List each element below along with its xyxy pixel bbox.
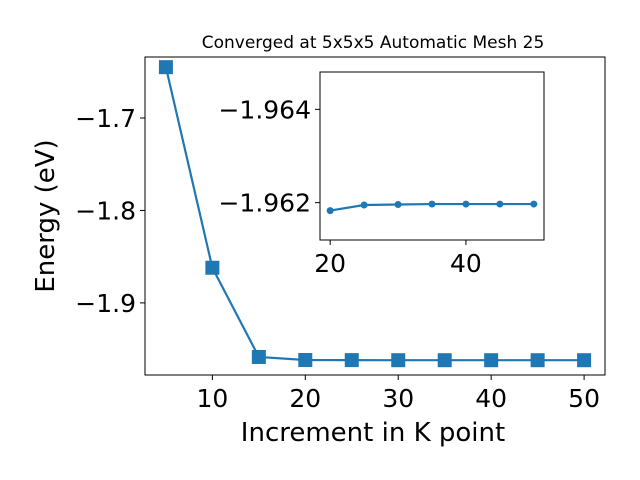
inset-data-point	[530, 200, 538, 208]
inset-frame	[319, 71, 545, 241]
inset-data-point	[462, 200, 470, 208]
main-series-line	[164, 66, 585, 362]
chart-title: Converged at 5x5x5 Automatic Mesh 25	[202, 33, 545, 53]
inset-data-point	[360, 201, 368, 209]
main-data-point	[205, 260, 220, 275]
y-axis-label: Energy (eV)	[31, 139, 61, 292]
inset-x-tick-label: 20	[314, 249, 346, 278]
x-axis-label: Increment in K point	[241, 418, 505, 448]
inset-data-point	[326, 207, 334, 215]
inset-data-point	[496, 200, 504, 208]
inset-data-point	[394, 201, 402, 209]
main-y-tick-label: −1.8	[75, 196, 136, 225]
main-data-point	[391, 353, 406, 368]
main-y-tick-label: −1.7	[75, 104, 136, 133]
main-data-point	[251, 349, 266, 364]
main-x-tick-label: 50	[568, 384, 600, 413]
main-frame	[144, 56, 606, 376]
main-y-tick-label: −1.9	[75, 289, 136, 318]
inset-y-tick-label: −1.964	[218, 95, 311, 124]
main-data-point	[344, 353, 359, 368]
inset-x-tick-label: 40	[450, 249, 482, 278]
inset-y-tick-label: −1.962	[218, 189, 311, 218]
main-data-point	[298, 353, 313, 368]
main-data-point	[577, 353, 592, 368]
main-x-tick-label: 20	[289, 384, 321, 413]
main-data-point	[437, 353, 452, 368]
main-data-point	[158, 60, 173, 75]
inset-plot-area: 20 40 −1.962 −1.964	[218, 71, 545, 278]
main-data-point	[530, 353, 545, 368]
inset-background	[320, 72, 544, 240]
main-data-point	[484, 353, 499, 368]
main-x-tick-label: 40	[475, 384, 507, 413]
inset-data-point	[428, 200, 436, 208]
main-x-tick-label: 10	[196, 384, 228, 413]
main-x-tick-label: 30	[382, 384, 414, 413]
